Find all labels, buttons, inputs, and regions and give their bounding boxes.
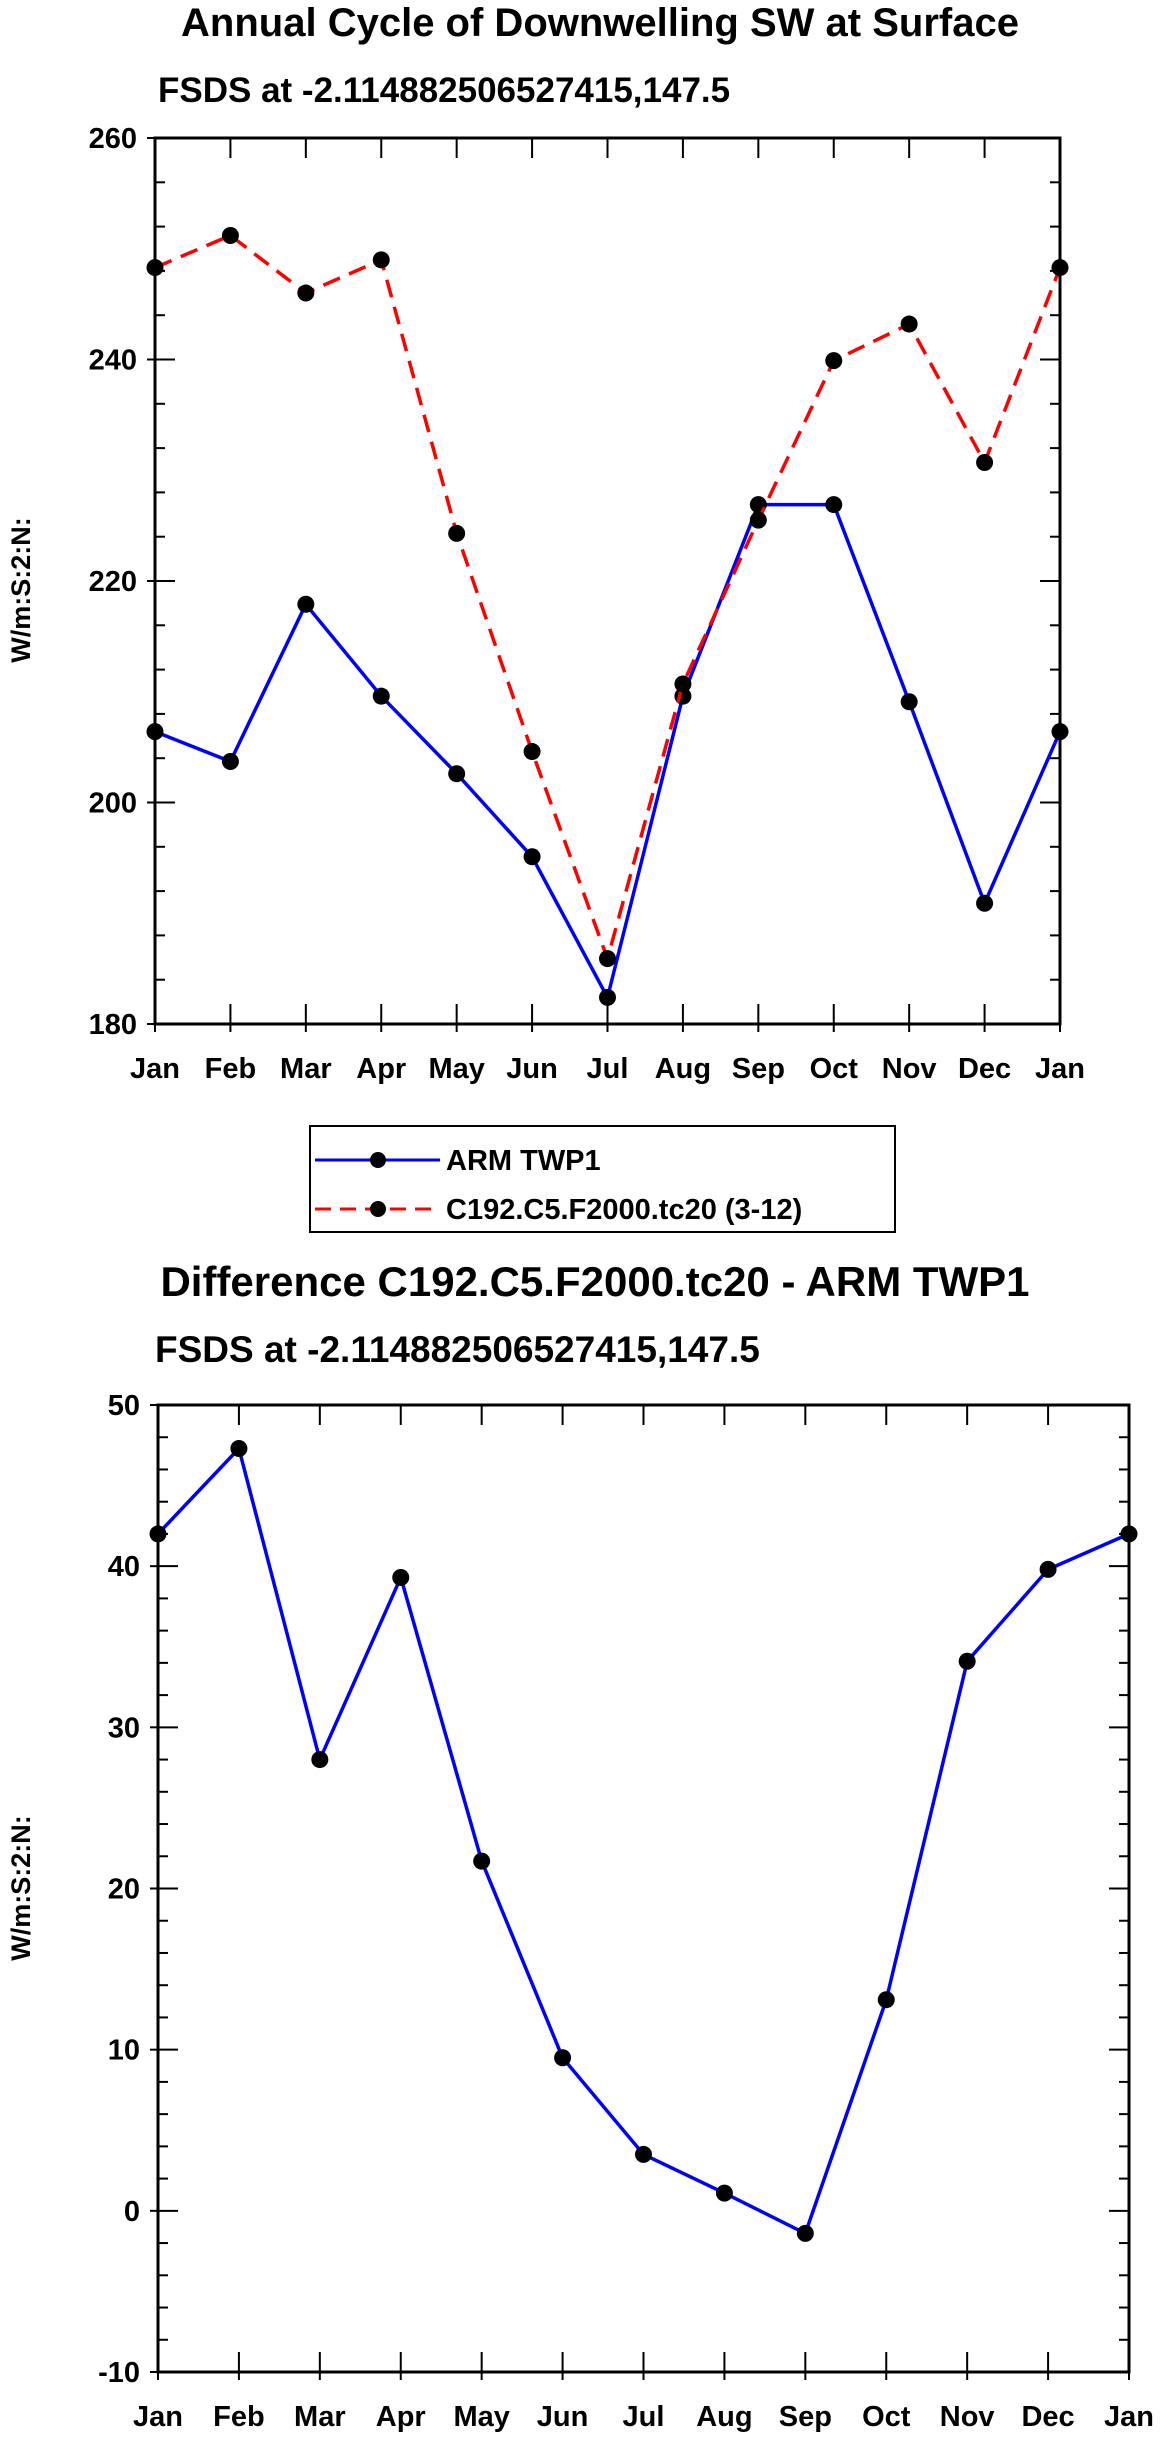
chart1-x-tick-label: Feb [205,1053,257,1085]
chart2-series-1-point [877,1991,895,2009]
chart1-series-1-point [448,765,466,783]
chart2-series-1-point [796,2224,814,2242]
chart1-series-1-point [221,753,239,771]
chart2-series-1-point [230,1440,248,1458]
chart1-series-1-point [372,687,390,705]
chart2-title: Difference C192.C5.F2000.tc20 - ARM TWP1 [160,1258,1029,1305]
chart1-series-2-point [825,352,843,370]
chart1-frame [153,136,1062,1026]
legend-marker-arm [370,1152,386,1168]
chart2-x-tick-label: Oct [862,2401,911,2433]
chart1-x-tick-label: Mar [280,1053,332,1085]
chart2-y-axis-label: W/m:S:2:N: [6,1815,36,1960]
chart2-y-tick-label: 40 [108,1551,140,1583]
chart1-series-2-point [221,226,239,244]
chart1-series-2-point [448,524,466,542]
chart-annual-cycle: Annual Cycle of Downwelling SW at Surfac… [6,1,1085,1085]
chart1-y-tick-label: 180 [89,1009,137,1041]
chart2-series-1-point [958,1652,976,1670]
chart1-series-2-point [674,675,692,693]
chart2-series-1-point [1039,1560,1057,1578]
chart1-series-1-point [825,496,843,514]
chart1-y-tick-label: 240 [89,345,137,377]
chart2-x-tick-label: Sep [779,2401,832,2433]
chart1-series-2-line [154,233,1062,961]
chart2-x-tick-label: Apr [376,2401,426,2433]
chart1-series-2-point [900,315,918,333]
chart1-y-tick-label: 260 [89,123,137,155]
chart1-x-tick-label: Dec [958,1053,1011,1085]
chart1-y-axis-label: W/m:S:2:N: [6,517,36,662]
chart2-series-1-point [1120,1525,1138,1543]
chart2-series-1-point [635,2145,652,2163]
chart1-x-tick-label: Jul [587,1053,629,1085]
chart1-series-1-point [146,723,164,741]
chart2-frame [156,1403,1131,2374]
chart2-y-tick-label: 50 [108,1390,140,1422]
chart2-y-tick-label: 0 [124,2196,140,2228]
chart1-series-2-point [1051,259,1069,277]
chart2-x-tick-label: Nov [940,2401,995,2433]
chart2-subtitle: FSDS at -2.114882506527415,147.5 [155,1329,760,1370]
chart2-series-1-point [392,1568,410,1586]
chart1-y-tick-label: 220 [89,566,137,598]
chart1-x-tick-label: Jan [130,1053,180,1085]
chart2-x-tick-label: Mar [294,2401,346,2433]
chart1-x-tick-label: Aug [655,1053,711,1085]
chart1-title: Annual Cycle of Downwelling SW at Surfac… [181,1,1019,45]
chart1-x-tick-label: Sep [732,1053,785,1085]
chart1-series-1-point [523,848,541,866]
chart1-series-2-point [749,511,767,529]
chart2-y-tick-label: 30 [108,1712,140,1744]
chart1-y-tick-label: 200 [89,788,137,820]
chart2-series-1-point [554,2049,572,2067]
chart1-subtitle: FSDS at -2.114882506527415,147.5 [158,71,730,110]
chart2-series-1-line [156,1446,1130,2236]
chart1-series-1-point [599,988,616,1006]
legend-label-arm: ARM TWP1 [446,1145,601,1177]
chart1-x-tick-label: May [428,1053,484,1085]
chart2-x-tick-label: Aug [696,2401,752,2433]
chart1-x-tick-label: Jan [1035,1053,1085,1085]
chart2-plot-area: -10 0 10 20 30 40 50 Jan Feb Mar Apr May Jun Jul Aug Se… [98,1390,1154,2433]
chart1-plot-area: 180 200 220 240 260 Jan Feb Mar Apr May Jun Jul Aug S… [89,123,1085,1085]
chart1-x-tick-label: Oct [810,1053,859,1085]
chart1-series-2-point [372,251,390,269]
chart2-y-tick-label: -10 [98,2357,140,2389]
chart2-x-tick-label: Dec [1021,2401,1074,2433]
legend-entry-arm: ARM TWP1 [315,1145,601,1177]
chart1-x-tick-label: Apr [356,1053,406,1085]
chart2-y-tick-label: 20 [108,1874,140,1906]
chart2-x-tick-label: Jan [133,2401,183,2433]
chart1-series-2-point [976,453,994,471]
legend-marker-model [370,1201,386,1217]
chart1-x-tick-label: Nov [882,1053,937,1085]
legend-box [309,1125,896,1233]
chart2-x-tick-label: Jul [623,2401,665,2433]
chart1-series-2-point [523,743,541,761]
chart1-series-1-line [154,502,1062,1000]
chart2-series-1-point [311,1751,329,1769]
chart1-series-1-point [900,693,918,711]
chart1-series-1-point [976,894,994,912]
legend-entry-model: C192.C5.F2000.tc20 (3-12) [315,1194,802,1226]
legend: ARM TWP1 C192.C5.F2000.tc20 (3-12) [309,1125,896,1233]
chart1-x-tick-label: Jun [506,1053,558,1085]
chart2-y-tick-label: 10 [108,2035,140,2067]
chart2-x-tick-label: Jun [537,2401,589,2433]
chart2-series-1-point [149,1525,167,1543]
chart2-x-tick-label: Feb [213,2401,265,2433]
chart2-x-tick-label: May [453,2401,509,2433]
chart1-series-2-point [599,950,616,968]
chart-difference: Difference C192.C5.F2000.tc20 - ARM TWP1… [6,1258,1154,2433]
chart1-series-1-point [297,595,315,613]
chart2-x-tick-label: Jan [1104,2401,1154,2433]
chart2-series-1-point [473,1852,491,1870]
chart2-series-1-point [715,2184,733,2202]
chart1-series-2-point [146,259,164,277]
legend-label-model: C192.C5.F2000.tc20 (3-12) [446,1194,802,1226]
chart1-series-1-point [1051,723,1069,741]
chart1-series-2-point [297,284,315,302]
